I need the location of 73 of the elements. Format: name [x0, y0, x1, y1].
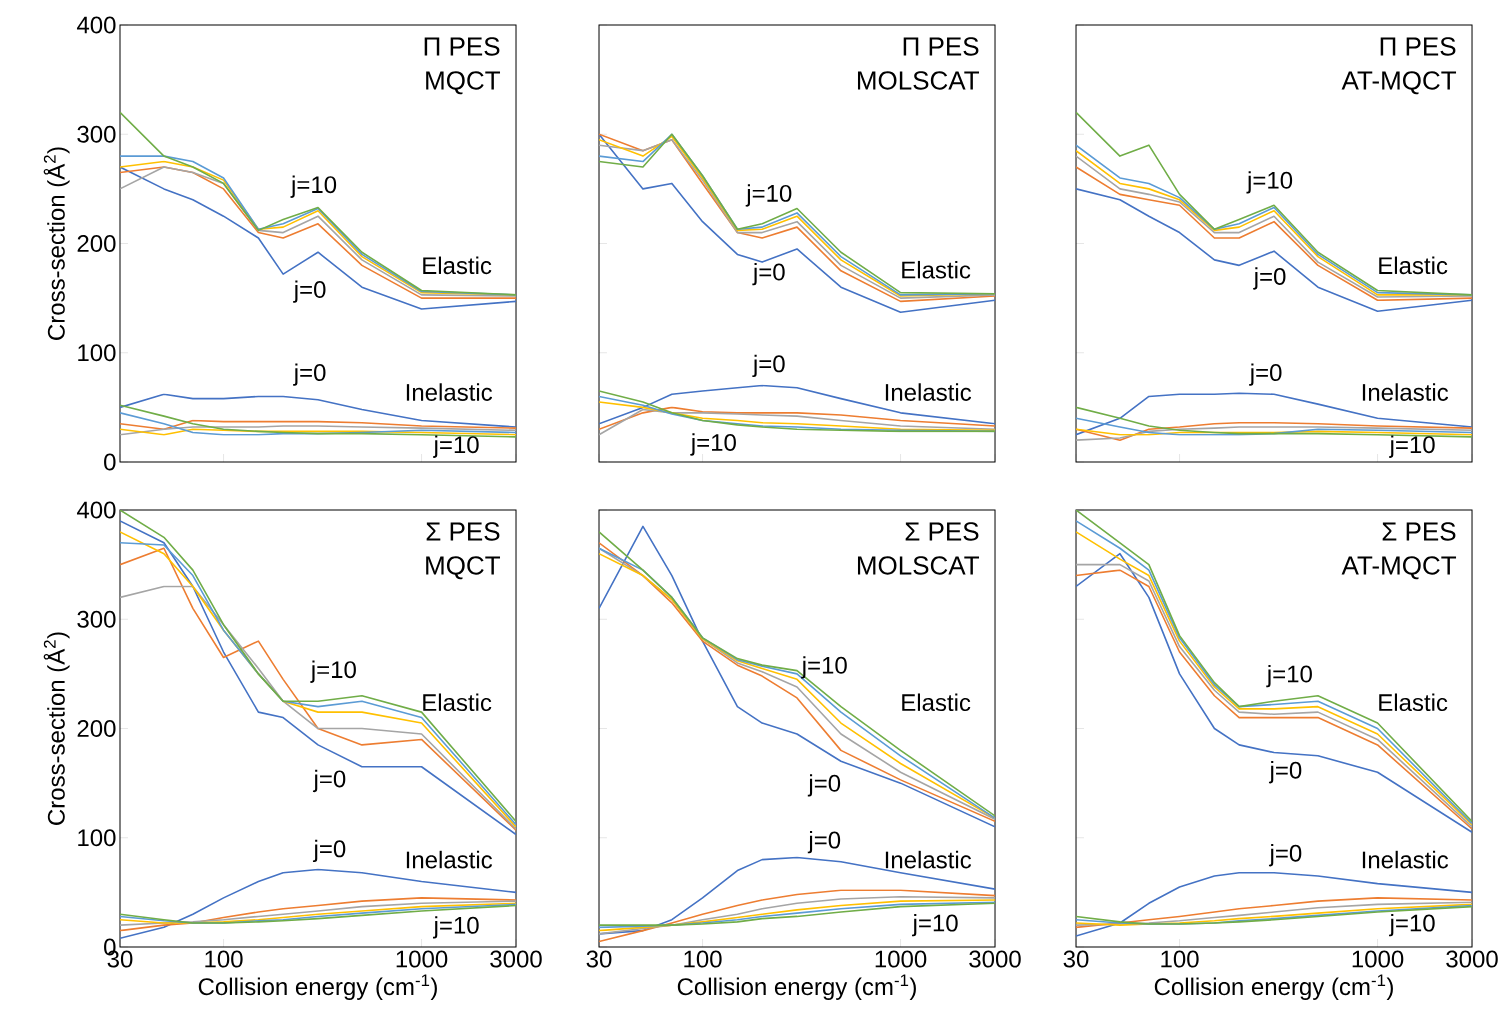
- y-tick-label: 100: [78, 344, 116, 362]
- annotation: Inelastic: [406, 383, 493, 401]
- annotation: j=10: [310, 660, 356, 683]
- annotation: Inelastic: [885, 850, 972, 869]
- annotation: j=0: [312, 839, 346, 863]
- annotation: Elastic: [1379, 256, 1448, 275]
- annotation: j=0: [752, 354, 785, 378]
- x-tick-label: 100: [205, 950, 243, 968]
- annotation: j=10: [745, 184, 792, 207]
- annotation: j=0: [1249, 363, 1282, 386]
- x-tick-label: 3000: [1446, 950, 1498, 968]
- annotation: j=0: [1268, 761, 1302, 784]
- x-tick-label: 30: [1063, 950, 1089, 968]
- text: MQCT: [426, 71, 501, 95]
- x-tick-label: 100: [1161, 950, 1199, 968]
- annotation: j=0: [807, 830, 841, 854]
- annotation: j=0: [1253, 267, 1286, 290]
- annotation: j=0: [807, 774, 841, 797]
- y-axis-title: Cross-section (Å$^{2}$): [43, 147, 70, 340]
- annotation: Elastic: [902, 260, 971, 279]
- x-tick-label: 3000: [490, 950, 542, 968]
- x-tick-label: 1000: [396, 950, 448, 968]
- annotation: j=10: [433, 435, 479, 458]
- annotation: Elastic: [423, 256, 492, 275]
- annotation: Elastic: [902, 693, 971, 712]
- x-tick-label: 30: [586, 950, 612, 968]
- chart-title: Π PES: [424, 37, 500, 56]
- annotation: j=0: [1268, 844, 1302, 867]
- annotation: j=10: [1246, 171, 1293, 194]
- y-tick-label: 200: [77, 235, 116, 252]
- annotation: Inelastic: [885, 383, 972, 401]
- annotation: j=10: [290, 175, 337, 198]
- y-tick-label: 200: [77, 720, 116, 738]
- y-tick-label: 0: [104, 453, 116, 471]
- annotation: Inelastic: [406, 850, 493, 869]
- chart-title: Σ PES: [905, 522, 979, 541]
- annotation: j=10: [801, 656, 847, 679]
- y-tick-label: 300: [77, 125, 116, 143]
- chart-title: Π PES: [903, 37, 979, 56]
- y-axis-title: Cross-section (Å$^{2}$): [43, 632, 70, 825]
- x-tick-label: 1000: [875, 950, 927, 968]
- x-tick-label: 3000: [969, 950, 1021, 968]
- annotation: j=0: [293, 363, 326, 386]
- annotation: Inelastic: [1362, 383, 1449, 401]
- annotation: j=0: [312, 769, 346, 793]
- annotation: j=10: [1389, 913, 1435, 937]
- annotation: j=10: [690, 433, 736, 456]
- annotation: j=10: [1266, 664, 1312, 688]
- annotation: Elastic: [423, 693, 492, 712]
- chart-title: Π PES: [1380, 37, 1456, 56]
- y-tick-label: 400: [76, 16, 116, 34]
- annotation: j=0: [752, 262, 785, 286]
- text: AT-MQCT: [1341, 71, 1457, 95]
- annotation: Elastic: [1379, 693, 1448, 712]
- x-tick-label: 100: [684, 950, 722, 968]
- y-tick-label: 100: [78, 829, 116, 847]
- y-tick-label: 300: [77, 610, 116, 628]
- x-tick-label: 1000: [1352, 950, 1404, 968]
- chart-title: Σ PES: [1382, 522, 1456, 541]
- x-axis-title: Collision energy (cm$^{-1}$): [198, 974, 437, 1000]
- chart-title: Σ PES: [426, 522, 500, 541]
- text: AT-MQCT: [1341, 556, 1457, 580]
- text: MOLSCAT: [857, 71, 980, 90]
- text: MOLSCAT: [857, 556, 980, 575]
- annotation: j=10: [433, 916, 479, 939]
- x-axis-title: Collision energy (cm$^{-1}$): [1154, 974, 1393, 1000]
- annotation: j=10: [912, 913, 958, 937]
- annotation: j=0: [293, 280, 326, 303]
- text: MQCT: [426, 556, 501, 580]
- annotation: j=10: [1389, 435, 1435, 458]
- annotation: Inelastic: [1362, 850, 1449, 869]
- y-tick-label: 400: [76, 501, 116, 519]
- x-axis-title: Collision energy (cm$^{-1}$): [677, 974, 916, 1000]
